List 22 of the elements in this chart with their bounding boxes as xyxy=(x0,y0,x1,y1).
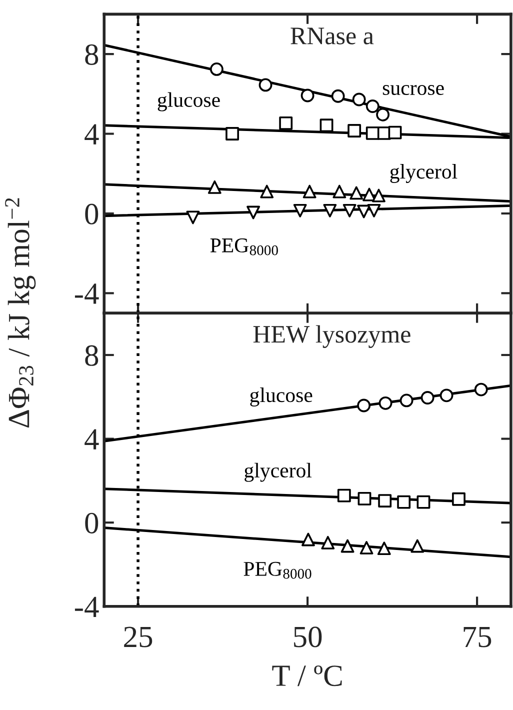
x-axis-title: T / ºC xyxy=(272,665,342,686)
text: glucose xyxy=(250,388,312,406)
y-tick-label: 8 xyxy=(85,345,98,366)
y-tick-label: -4 xyxy=(74,596,99,617)
series-label: glycerol xyxy=(390,164,458,183)
series-label: glucose xyxy=(158,92,220,112)
y-tick-label: 4 xyxy=(84,429,99,450)
x-tick-label: 75 xyxy=(464,626,492,648)
y-tick-label: 0 xyxy=(85,204,98,224)
x-tick-label: 50 xyxy=(294,626,322,648)
series-label: glycerol xyxy=(244,462,312,482)
series-label: sucrose xyxy=(382,85,444,96)
series-label: PEG$_{8000}$ xyxy=(244,562,312,579)
y-tick-label: 0 xyxy=(85,512,98,534)
y-tick-label: 4 xyxy=(84,124,99,144)
y-tick-label: -4 xyxy=(74,284,99,304)
y-tick-label: 8 xyxy=(85,44,98,65)
x-tick-label: 25 xyxy=(124,626,152,648)
chart-title: HEW lysozyme xyxy=(253,325,410,348)
y-axis-title: ΔΦ$_{23}$ / kJ kg mol$^{−2}$ xyxy=(5,198,36,428)
series-label: PEG$_{8000}$ xyxy=(210,238,278,256)
chart-title: RNase a xyxy=(290,28,374,44)
